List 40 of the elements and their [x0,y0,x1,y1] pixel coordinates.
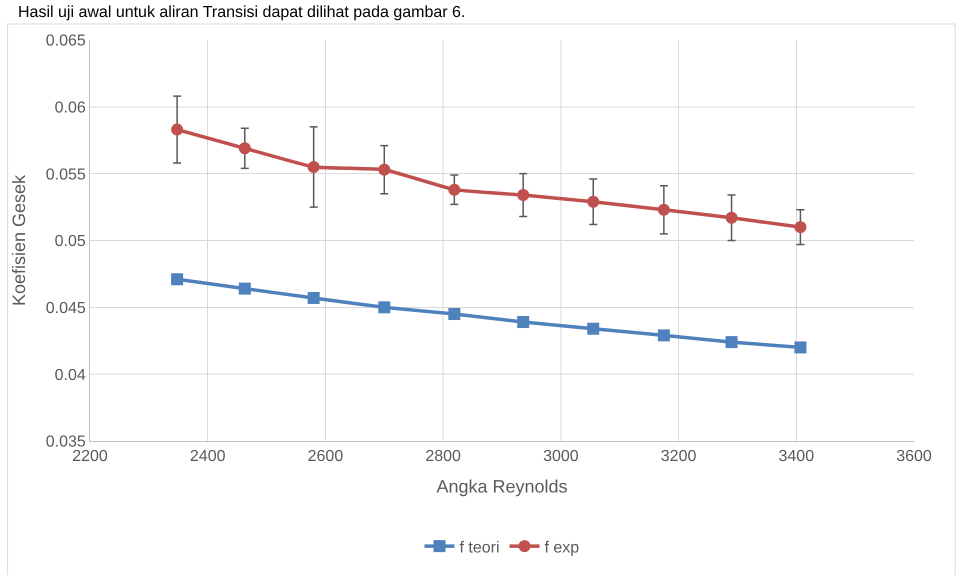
y-tick-label: 0.065 [46,32,86,50]
x-tick-label: 2200 [72,448,108,466]
x-tick-label: 3600 [896,448,932,466]
point [517,189,530,202]
point [378,301,390,314]
y-tick-label: 0.04 [54,366,86,384]
point [658,329,670,342]
y-tick-label: 0.05 [54,233,86,250]
x-tick-label: 2600 [308,448,344,466]
x-tick-label: 3400 [778,448,814,466]
point [171,124,184,136]
x-tick-label: 2800 [425,448,462,466]
point [308,292,320,304]
text: Hasil uji awal untuk aliran Transisi dapat dilihat pada gambar 6. [18,4,466,21]
point [238,282,251,295]
point [308,160,320,173]
point [517,316,530,328]
point [238,142,251,154]
point [726,336,738,348]
y-tick-label: 0.055 [46,166,86,184]
x-axis-title: Angka Reynolds [436,476,568,496]
y-tick-label: 0.035 [46,434,86,451]
point [726,212,738,224]
x-tick-label: 3200 [660,448,696,466]
y-tick-label: 0.045 [46,300,86,317]
point [378,164,390,176]
point [658,204,670,216]
point [587,196,600,208]
point [171,273,184,286]
point [794,341,806,354]
point [448,308,460,320]
legend-label: f teori [460,539,500,556]
point [587,322,600,335]
x-tick-label: 3000 [543,448,579,466]
legend-label: f exp [544,539,580,556]
point [794,221,806,234]
y-axis-title: Koefisien Gesek [8,174,29,306]
y-tick-label: 0.06 [54,99,86,116]
point [448,184,460,196]
x-tick-label: 2400 [190,448,226,466]
